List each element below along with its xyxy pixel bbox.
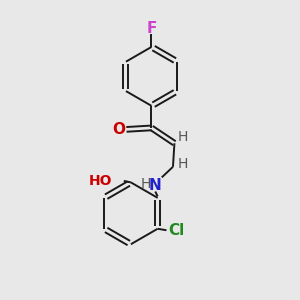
Text: H: H <box>178 130 188 144</box>
Text: H: H <box>177 157 188 171</box>
Text: Cl: Cl <box>169 223 185 238</box>
Text: F: F <box>146 21 157 36</box>
Text: O: O <box>112 122 126 137</box>
Text: H: H <box>140 177 151 190</box>
Text: HO: HO <box>88 174 112 188</box>
Text: N: N <box>149 178 162 193</box>
